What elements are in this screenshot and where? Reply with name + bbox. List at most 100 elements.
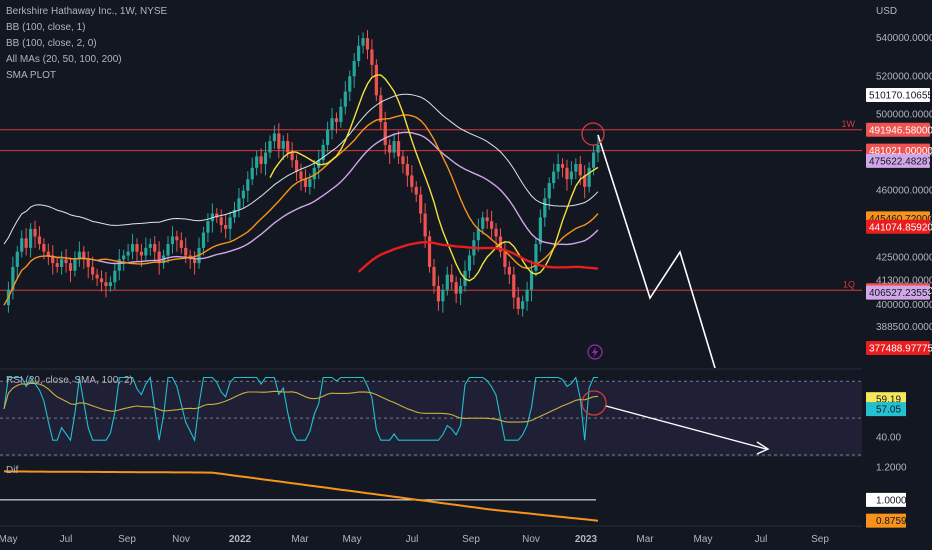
candle-body: [51, 255, 55, 264]
candle-body: [485, 217, 489, 222]
candle-body: [55, 263, 59, 267]
x-tick-label: Sep: [811, 534, 829, 545]
candle-body: [46, 251, 50, 256]
candle-body: [569, 171, 574, 180]
candle-body: [490, 221, 494, 229]
candle-body: [405, 163, 409, 176]
dif-value-label-box: [866, 492, 906, 507]
candle-body: [552, 171, 556, 184]
candle-body: [321, 144, 325, 161]
y-tick-label: 500000.00000: [876, 109, 932, 120]
price-label: 510170.10655: [869, 91, 932, 102]
candle-body: [64, 259, 68, 264]
candle-body: [28, 228, 33, 248]
price-label: 445460.72000: [869, 214, 932, 225]
rsi-tick-label: 40.00: [876, 433, 901, 444]
candle-body: [224, 224, 228, 229]
candle-body: [91, 266, 95, 275]
candle-body: [33, 228, 37, 237]
price-label-box: [866, 219, 930, 234]
candle-body: [512, 274, 516, 298]
y-tick-label: 520000.00000: [876, 71, 932, 82]
rsi-projection-arrow: [605, 405, 767, 450]
highlight-circle: [581, 122, 605, 146]
candle-body: [153, 244, 157, 252]
rsi-ma-line: [3, 382, 599, 423]
candle-body: [290, 152, 294, 161]
candle-body: [427, 236, 432, 267]
x-tick-label: Mar: [636, 534, 654, 545]
x-tick-label: Nov: [172, 534, 190, 545]
candle-body: [432, 266, 436, 287]
candle-body: [11, 266, 15, 290]
candle-body: [272, 133, 277, 142]
currency-label: USD: [876, 6, 898, 17]
candle-body: [99, 278, 104, 283]
candle-body: [215, 213, 219, 218]
candle-body: [277, 133, 281, 149]
price-label-box: [866, 88, 930, 103]
candle-body: [241, 190, 245, 199]
dif-value-label: 1.0000: [876, 495, 907, 506]
x-tick-label: May: [343, 534, 362, 545]
candle-body: [507, 266, 511, 275]
candle-body: [268, 141, 272, 153]
candle-body: [357, 45, 361, 62]
y-tick-label: 460000.00000: [876, 186, 932, 197]
candle-body: [108, 282, 112, 287]
legend-rsi: RSI (20, close, SMA, 100, 2): [6, 375, 133, 386]
candle-body: [361, 38, 365, 46]
y-tick-label: 413000.00000: [876, 275, 932, 286]
candle-body: [445, 274, 449, 290]
candle-body: [263, 152, 268, 164]
bb-basis-line: [48, 131, 599, 265]
candle-body: [308, 179, 312, 187]
candle-body: [458, 286, 463, 294]
candle-body: [494, 228, 498, 237]
rsi-value-label: 57.05: [876, 405, 901, 416]
candle-body: [454, 282, 458, 294]
x-tick-label: 2023: [575, 534, 598, 545]
candle-body: [303, 179, 308, 187]
candle-body: [392, 141, 396, 153]
x-tick-label: May: [0, 534, 17, 545]
candle-body: [516, 297, 520, 309]
candle-body: [547, 183, 551, 199]
candle-body: [246, 179, 250, 191]
candle-body: [312, 167, 316, 180]
candle-body: [560, 163, 565, 168]
candle-body: [281, 141, 285, 149]
candle-body: [419, 194, 423, 214]
price-label-box: [866, 341, 930, 356]
candle-body: [529, 270, 534, 290]
candle-body: [126, 251, 130, 256]
candle-body: [139, 251, 144, 256]
legend-bb1: BB (100, close, 1): [6, 22, 86, 33]
candle-body: [228, 217, 232, 229]
candle-body: [122, 255, 126, 260]
y-tick-label: 425000.00000: [876, 252, 932, 263]
candle-body: [68, 263, 73, 271]
ma-20-line: [269, 74, 599, 282]
candle-body: [525, 289, 529, 302]
candle-body: [237, 198, 241, 210]
candle-body: [193, 259, 197, 264]
price-label: 475622.48287: [869, 156, 932, 167]
x-tick-label: Nov: [522, 534, 540, 545]
candle-body: [113, 270, 117, 283]
rsi-value-label-box: [866, 402, 906, 417]
candle-body: [179, 240, 183, 248]
legend-sma-plot: SMA PLOT: [6, 70, 57, 81]
candle-body: [414, 186, 418, 195]
candle-body: [587, 167, 591, 187]
candle-body: [481, 217, 485, 229]
rsi-band: [0, 381, 862, 455]
candle-body: [352, 61, 356, 77]
candle-body: [365, 38, 370, 50]
candle-body: [467, 255, 472, 271]
rsi-value-label: 59.19: [876, 395, 901, 406]
dif-line: [4, 470, 599, 522]
candle-body: [232, 209, 237, 218]
candle-body: [117, 259, 121, 271]
